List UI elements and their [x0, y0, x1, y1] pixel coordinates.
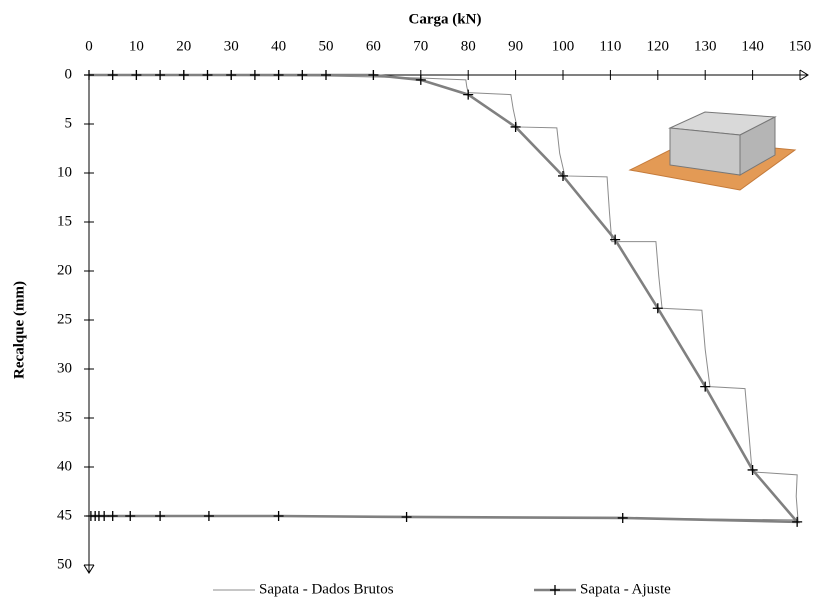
x-tick-label: 10 [129, 38, 144, 54]
marker [107, 70, 118, 80]
marker [610, 234, 621, 245]
marker [107, 511, 118, 521]
marker [85, 511, 96, 521]
marker [84, 70, 94, 80]
marker [368, 70, 379, 80]
marker [125, 511, 136, 521]
x-tick-label: 120 [647, 38, 670, 54]
footing-illustration [628, 111, 797, 191]
y-tick-label: 10 [57, 164, 72, 180]
y-tick-label: 30 [57, 360, 72, 376]
x-tick-label: 110 [599, 38, 621, 54]
legend-label: Sapata - Dados Brutos [259, 581, 394, 597]
marker [249, 70, 260, 80]
marker [273, 70, 284, 80]
x-tick-label: 20 [176, 38, 191, 54]
marker [155, 511, 166, 521]
y-tick-label: 25 [57, 311, 72, 327]
x-tick-label: 90 [508, 38, 523, 54]
marker [178, 70, 189, 80]
y-tick-label: 40 [57, 458, 72, 474]
marker [617, 512, 628, 523]
marker [155, 70, 166, 80]
marker [415, 74, 426, 85]
marker [792, 516, 803, 527]
marker [510, 121, 521, 132]
y-tick-label: 50 [57, 556, 72, 572]
marker [226, 70, 237, 80]
x-tick-label: 50 [319, 38, 334, 54]
marker [203, 511, 214, 521]
x-tick-label: 30 [224, 38, 239, 54]
marker [202, 70, 213, 80]
y-tick-label: 5 [65, 115, 73, 131]
x-tick-label: 0 [85, 38, 93, 54]
y-tick-label: 0 [65, 66, 73, 82]
marker [273, 511, 284, 521]
y-axis-label: Recalque (mm) [11, 281, 27, 379]
y-axis [83, 75, 95, 574]
marker [652, 303, 663, 314]
x-tick-label: 130 [694, 38, 717, 54]
x-tick-label: 40 [271, 38, 286, 54]
marker [297, 70, 308, 80]
y-tick-label: 15 [57, 213, 72, 229]
marker [550, 585, 560, 595]
y-tick-label: 20 [57, 262, 72, 278]
x-tick-label: 60 [366, 38, 381, 54]
x-tick-label: 100 [552, 38, 575, 54]
marker [747, 464, 758, 475]
x-tick-label: 140 [741, 38, 764, 54]
marker [131, 70, 142, 80]
x-tick-label: 150 [789, 38, 812, 54]
marker [700, 381, 711, 392]
marker [558, 170, 568, 181]
legend-label: Sapata - Ajuste [580, 581, 671, 597]
y-tick-label: 35 [57, 409, 72, 425]
x-tick-label: 80 [461, 38, 476, 54]
marker [401, 511, 412, 522]
marker [321, 70, 331, 80]
marker [463, 89, 474, 100]
y-tick-label: 45 [57, 507, 72, 523]
x-axis-label: Carga (kN) [409, 11, 482, 27]
x-tick-label: 70 [413, 38, 428, 54]
